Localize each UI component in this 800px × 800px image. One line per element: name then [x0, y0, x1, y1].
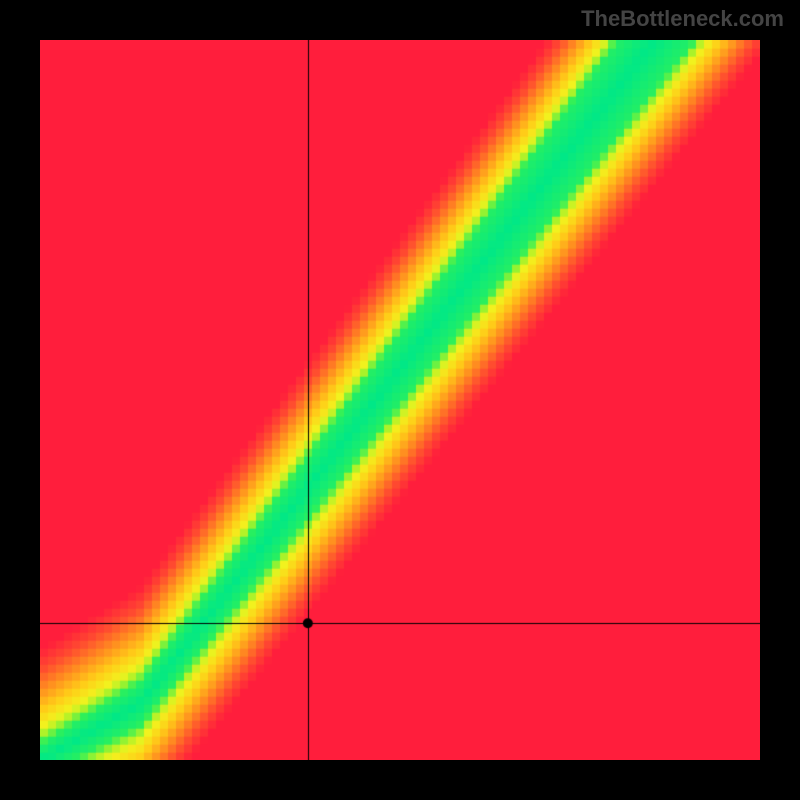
- bottleneck-heatmap: [40, 40, 760, 760]
- chart-frame: TheBottleneck.com: [0, 0, 800, 800]
- attribution-text: TheBottleneck.com: [581, 6, 784, 32]
